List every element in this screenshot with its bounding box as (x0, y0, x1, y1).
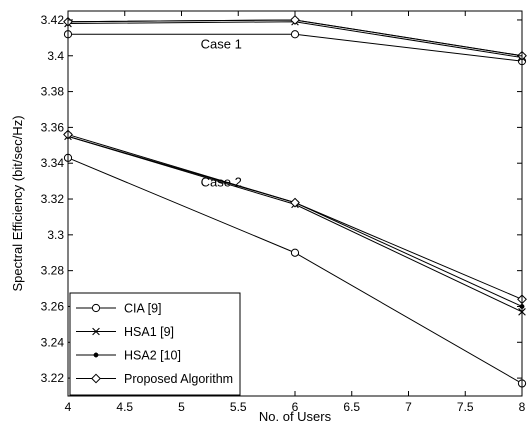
data-point-case-2-proposed-algorithm (290, 197, 300, 208)
legend-marker (91, 373, 101, 384)
y-tick-label: 3.22 (41, 371, 65, 385)
legend-label: HSA1 [9] (124, 325, 174, 339)
legend: CIA [9] HSA1 [9] HSA2 [10] Proposed Algorit… (69, 292, 241, 396)
y-tick-label: 3.42 (41, 13, 65, 27)
x-tick-label: 4.5 (116, 400, 133, 414)
y-tick-label: 3.32 (41, 192, 65, 206)
x-axis-label: No. of Users (259, 409, 332, 421)
y-tick-label: 3.38 (41, 85, 65, 99)
legend-marker (93, 352, 99, 358)
y-tick-label: 3.4 (47, 49, 64, 63)
x-tick-label: 6.5 (343, 400, 360, 414)
data-point-case-2-cia-9 (290, 248, 300, 257)
y-tick-label: 3.28 (41, 264, 65, 278)
case-label: Case 2 (201, 174, 242, 189)
x-tick-label: 7.5 (457, 400, 474, 414)
y-tick-label: 3.36 (41, 120, 65, 134)
legend-label: HSA2 [10] (124, 349, 181, 363)
x-tick-label: 5 (178, 400, 185, 414)
legend-label: Proposed Algorithm (124, 372, 233, 386)
data-point-case-1-proposed-algorithm (290, 15, 300, 25)
y-tick-label: 3.26 (41, 299, 65, 313)
y-tick-label: 3.34 (41, 156, 65, 170)
y-axis-label: Spectral Efficiency (bit/sec/Hz) (10, 115, 25, 291)
legend-label: CIA [9] (124, 302, 162, 316)
x-tick-label: 4 (65, 400, 72, 414)
legend-marker (91, 303, 101, 313)
x-tick-label: 7 (405, 400, 412, 414)
case-annotations: Case 1 Case 2 (201, 37, 242, 190)
x-tick-label: 5.5 (230, 400, 247, 414)
case-label: Case 1 (201, 37, 242, 52)
axis-ticks: 4 4.5 5 5.5 6 6.5 7 7.5 8 3.22 3.24 3.26 3.28 3.3 3.32… (41, 11, 526, 414)
y-tick-label: 3.24 (41, 335, 65, 349)
data-point-case-1-cia-9 (290, 30, 300, 39)
x-tick-label: 8 (519, 400, 526, 414)
x-tick-label: 6 (292, 400, 299, 414)
y-tick-label: 3.3 (47, 228, 64, 242)
legend-marker (92, 327, 100, 336)
